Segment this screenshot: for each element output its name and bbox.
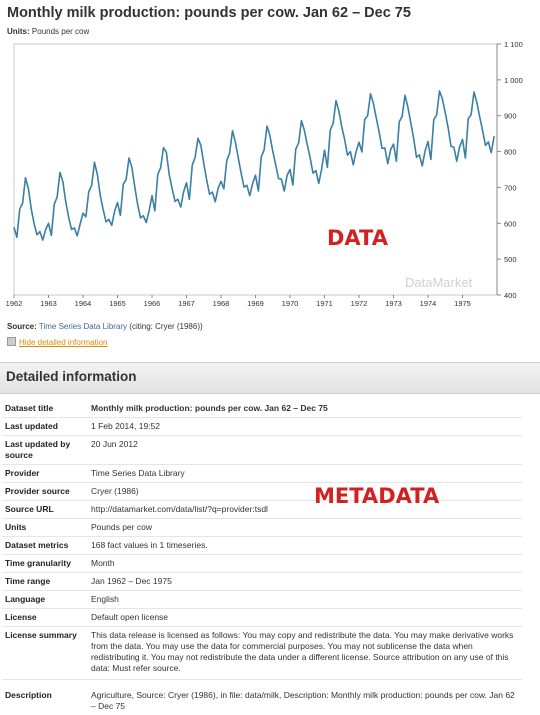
source-link[interactable]: Time Series Data Library (39, 322, 127, 331)
metadata-value: English (88, 591, 522, 609)
source-line: Source: Time Series Data Library (citing… (7, 322, 203, 331)
line-chart: 1 100 1 000 900 800 700 600 500 400 1962 1963 1964… (0, 0, 540, 320)
x-tick-label: 1969 (247, 299, 264, 308)
x-tick-label: 1966 (144, 299, 161, 308)
y-tick-label: 600 (504, 219, 517, 228)
metadata-value: Cryer (1986) (88, 483, 522, 501)
chart-section: Monthly milk production: pounds per cow.… (0, 0, 540, 362)
metadata-value: 20 Jun 2012 (88, 436, 522, 465)
metadata-key: Time granularity (2, 555, 88, 573)
source-citation: (citing: Cryer (1986)) (129, 322, 202, 331)
x-tick-label: 1964 (75, 299, 92, 308)
metadata-value: Month (88, 555, 522, 573)
metadata-value: Jan 1962 – Dec 1975 (88, 573, 522, 591)
metadata-key: Units (2, 519, 88, 537)
metadata-key: Provider (2, 465, 88, 483)
hide-details-link[interactable]: Hide detailed information (19, 338, 108, 347)
x-tick-label: 1972 (351, 299, 368, 308)
y-tick-label: 500 (504, 255, 517, 264)
y-tick-label: 800 (504, 148, 517, 157)
details-heading: Detailed information (6, 369, 137, 384)
metadata-value: 168 fact values in 1 timeseries. (88, 537, 522, 555)
watermark-logo: DataMarket (405, 275, 473, 290)
y-tick-label: 700 (504, 183, 517, 192)
source-label: Source: (7, 322, 37, 331)
y-tick-label: 900 (504, 112, 517, 121)
metadata-key: Description (2, 680, 88, 715)
y-tick-label: 1 100 (504, 40, 523, 49)
metadata-key: Time range (2, 573, 88, 591)
metadata-value[interactable]: Time Series Data Library (88, 465, 522, 483)
y-tick-label: 400 (504, 291, 517, 300)
metadata-value: This data release is licensed as follows… (88, 627, 522, 680)
x-tick-label: 1970 (282, 299, 299, 308)
metadata-value[interactable]: http://datamarket.com/data/list/?q=provi… (88, 501, 522, 519)
x-tick-label: 1962 (6, 299, 23, 308)
metadata-overlay-label: METADATA (314, 484, 439, 508)
x-tick-label: 1973 (385, 299, 402, 308)
metadata-value: Pounds per cow (88, 519, 522, 537)
metadata-key: Source URL (2, 501, 88, 519)
metadata-key: License (2, 609, 88, 627)
details-header: Detailed information (0, 362, 540, 394)
metadata-key: Provider source (2, 483, 88, 501)
metadata-key: Dataset metrics (2, 537, 88, 555)
data-overlay-label: DATA (327, 226, 388, 250)
hide-details-toggle[interactable]: Hide detailed information (7, 337, 108, 347)
collapse-icon (7, 337, 16, 346)
metadata-key: Last updated by source (2, 436, 88, 465)
metadata-value: Agriculture, Source: Cryer (1986), in fi… (88, 680, 522, 715)
y-tick-label: 1 000 (504, 76, 523, 85)
plot-area (14, 44, 497, 295)
metadata-key: Dataset title (2, 400, 88, 418)
x-tick-label: 1967 (178, 299, 195, 308)
metadata-key: License summary (2, 627, 88, 680)
x-tick-label: 1971 (316, 299, 333, 308)
metadata-value: Monthly milk production: pounds per cow.… (88, 400, 522, 418)
x-tick-label: 1974 (420, 299, 437, 308)
x-tick-label: 1965 (109, 299, 126, 308)
metadata-key: Language (2, 591, 88, 609)
metadata-value[interactable]: Default open license (88, 609, 522, 627)
metadata-key: Last updated (2, 418, 88, 436)
x-tick-label: 1968 (213, 299, 230, 308)
metadata-value: 1 Feb 2014, 19:52 (88, 418, 522, 436)
x-tick-label: 1975 (454, 299, 471, 308)
x-tick-label: 1963 (40, 299, 57, 308)
